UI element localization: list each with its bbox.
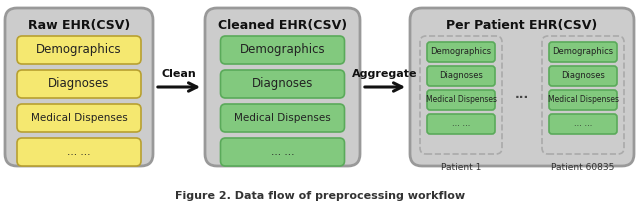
- Text: Medical Dispenses: Medical Dispenses: [31, 113, 127, 123]
- FancyBboxPatch shape: [17, 36, 141, 64]
- Text: ...: ...: [515, 88, 529, 102]
- FancyBboxPatch shape: [427, 66, 495, 86]
- Text: Medical Dispenses: Medical Dispenses: [234, 113, 331, 123]
- Text: Demographics: Demographics: [240, 43, 325, 57]
- Text: Demographics: Demographics: [36, 43, 122, 57]
- FancyBboxPatch shape: [427, 90, 495, 110]
- Text: Patient 1: Patient 1: [441, 163, 481, 172]
- FancyBboxPatch shape: [17, 70, 141, 98]
- FancyBboxPatch shape: [5, 8, 153, 166]
- Text: Diagnoses: Diagnoses: [561, 72, 605, 80]
- FancyBboxPatch shape: [221, 138, 344, 166]
- FancyBboxPatch shape: [427, 114, 495, 134]
- FancyBboxPatch shape: [221, 70, 344, 98]
- FancyBboxPatch shape: [205, 8, 360, 166]
- Text: Per Patient EHR(CSV): Per Patient EHR(CSV): [446, 20, 598, 32]
- FancyBboxPatch shape: [549, 114, 617, 134]
- FancyBboxPatch shape: [549, 66, 617, 86]
- Text: Figure 2. Data flow of preprocessing workflow: Figure 2. Data flow of preprocessing wor…: [175, 191, 465, 201]
- FancyBboxPatch shape: [221, 36, 344, 64]
- Text: ... ...: ... ...: [271, 147, 294, 157]
- FancyBboxPatch shape: [17, 138, 141, 166]
- FancyBboxPatch shape: [221, 104, 344, 132]
- Text: ... ...: ... ...: [574, 120, 592, 129]
- FancyBboxPatch shape: [427, 42, 495, 62]
- Text: Clean: Clean: [162, 69, 196, 79]
- Text: Diagnoses: Diagnoses: [48, 78, 109, 90]
- Text: Demographics: Demographics: [431, 47, 492, 57]
- Text: Raw EHR(CSV): Raw EHR(CSV): [28, 20, 130, 32]
- Text: Cleaned EHR(CSV): Cleaned EHR(CSV): [218, 20, 347, 32]
- FancyBboxPatch shape: [410, 8, 634, 166]
- Text: ... ...: ... ...: [452, 120, 470, 129]
- Text: ... ...: ... ...: [67, 147, 91, 157]
- Text: Diagnoses: Diagnoses: [252, 78, 313, 90]
- Text: Diagnoses: Diagnoses: [439, 72, 483, 80]
- FancyBboxPatch shape: [549, 42, 617, 62]
- Text: Patient 60835: Patient 60835: [551, 163, 614, 172]
- FancyBboxPatch shape: [17, 104, 141, 132]
- Text: Aggregate: Aggregate: [352, 69, 418, 79]
- Text: Medical Dispenses: Medical Dispenses: [426, 95, 497, 104]
- FancyBboxPatch shape: [549, 90, 617, 110]
- Text: Demographics: Demographics: [552, 47, 614, 57]
- Text: Medical Dispenses: Medical Dispenses: [547, 95, 618, 104]
